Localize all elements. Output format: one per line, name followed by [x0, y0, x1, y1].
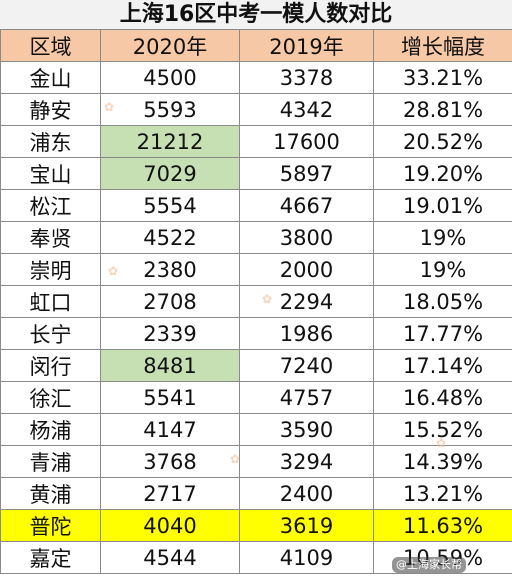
- district-cell: 青浦: [0, 445, 101, 478]
- table-row: 浦东 21212 17600 20.52%: [0, 125, 512, 158]
- count-2020-cell: 4544: [100, 541, 240, 574]
- count-2020-cell: 5541: [100, 381, 240, 414]
- count-2020-cell: 7029: [100, 157, 240, 190]
- count-2019-cell: 3619: [239, 509, 374, 542]
- table-row: 宝山 7029 5897 19.20%: [0, 157, 512, 190]
- count-2019-cell: 17600: [239, 125, 374, 158]
- count-2019-cell: 3294: [239, 445, 374, 478]
- count-2019-cell: 3590: [239, 413, 374, 446]
- count-2019-cell: 4667: [239, 189, 374, 222]
- count-2020-cell: 8481: [100, 349, 240, 382]
- count-2019-cell: 5897: [239, 157, 374, 190]
- count-2019-cell: 7240: [239, 349, 374, 382]
- district-cell: 普陀: [0, 509, 101, 542]
- count-2020-cell: 4040: [100, 509, 240, 542]
- header-2020: 2020年: [100, 29, 240, 62]
- growth-cell: 17.77%: [373, 317, 512, 350]
- growth-cell: 15.52%: [373, 413, 512, 446]
- district-cell: 嘉定: [0, 541, 101, 574]
- table-title: 上海16区中考一模人数对比: [0, 0, 512, 30]
- table-row: 金山 4500 3378 33.21%: [0, 61, 512, 94]
- table-row: 嘉定 4544 4109 10.59%: [0, 541, 512, 574]
- growth-cell: 19.01%: [373, 189, 512, 222]
- table-row: 崇明 2380 2000 19%: [0, 253, 512, 286]
- count-2020-cell: 5593: [100, 93, 240, 126]
- district-cell: 黄浦: [0, 477, 101, 510]
- district-cell: 浦东: [0, 125, 101, 158]
- count-2020-cell: 4522: [100, 221, 240, 254]
- growth-cell: 16.48%: [373, 381, 512, 414]
- header-2019: 2019年: [239, 29, 374, 62]
- header-row: 区域 2020年 2019年 增长幅度: [0, 29, 512, 62]
- table-row: 青浦 3768 3294 14.39%: [0, 445, 512, 478]
- count-2019-cell: 3800: [239, 221, 374, 254]
- district-cell: 闵行: [0, 349, 101, 382]
- table-row: 长宁 2339 1986 17.77%: [0, 317, 512, 350]
- district-cell: 徐汇: [0, 381, 101, 414]
- count-2020-cell: 2717: [100, 477, 240, 510]
- growth-cell: 19.20%: [373, 157, 512, 190]
- district-cell: 奉贤: [0, 221, 101, 254]
- growth-cell: 19%: [373, 253, 512, 286]
- growth-cell: 33.21%: [373, 61, 512, 94]
- district-cell: 崇明: [0, 253, 101, 286]
- count-2020-cell: 2380: [100, 253, 240, 286]
- table-row: 松江 5554 4667 19.01%: [0, 189, 512, 222]
- growth-cell: 20.52%: [373, 125, 512, 158]
- count-2019-cell: 2400: [239, 477, 374, 510]
- table-row: 徐汇 5541 4757 16.48%: [0, 381, 512, 414]
- count-2020-cell: 2708: [100, 285, 240, 318]
- district-cell: 松江: [0, 189, 101, 222]
- growth-cell: 14.39%: [373, 445, 512, 478]
- growth-cell: 11.63%: [373, 509, 512, 542]
- table-row: 杨浦 4147 3590 15.52%: [0, 413, 512, 446]
- count-2019-cell: 4109: [239, 541, 374, 574]
- table-row: 静安 5593 4342 28.81%: [0, 93, 512, 126]
- district-cell: 虹口: [0, 285, 101, 318]
- highlighted-row: 普陀 4040 3619 11.63%: [0, 509, 512, 542]
- district-cell: 金山: [0, 61, 101, 94]
- watermark-label: @上海家长帮: [392, 557, 466, 573]
- count-2019-cell: 4342: [239, 93, 374, 126]
- district-cell: 宝山: [0, 157, 101, 190]
- table-row: 奉贤 4522 3800 19%: [0, 221, 512, 254]
- header-district: 区域: [0, 29, 101, 62]
- count-2019-cell: 2000: [239, 253, 374, 286]
- count-2020-cell: 4500: [100, 61, 240, 94]
- growth-cell: 19%: [373, 221, 512, 254]
- enrollment-table: 区域 2020年 2019年 增长幅度 金山 4500 3378 33.21% …: [0, 29, 512, 574]
- growth-cell: 17.14%: [373, 349, 512, 382]
- growth-cell: 13.21%: [373, 477, 512, 510]
- table-row: 黄浦 2717 2400 13.21%: [0, 477, 512, 510]
- district-cell: 静安: [0, 93, 101, 126]
- header-growth: 增长幅度: [373, 29, 512, 62]
- count-2019-cell: 4757: [239, 381, 374, 414]
- district-cell: 杨浦: [0, 413, 101, 446]
- table-row: 闵行 8481 7240 17.14%: [0, 349, 512, 382]
- count-2019-cell: 3378: [239, 61, 374, 94]
- growth-cell: 28.81%: [373, 93, 512, 126]
- table-row: 虹口 2708 2294 18.05%: [0, 285, 512, 318]
- count-2020-cell: 2339: [100, 317, 240, 350]
- count-2020-cell: 21212: [100, 125, 240, 158]
- count-2020-cell: 4147: [100, 413, 240, 446]
- count-2019-cell: 2294: [239, 285, 374, 318]
- count-2020-cell: 3768: [100, 445, 240, 478]
- growth-cell: 18.05%: [373, 285, 512, 318]
- count-2020-cell: 5554: [100, 189, 240, 222]
- count-2019-cell: 1986: [239, 317, 374, 350]
- district-cell: 长宁: [0, 317, 101, 350]
